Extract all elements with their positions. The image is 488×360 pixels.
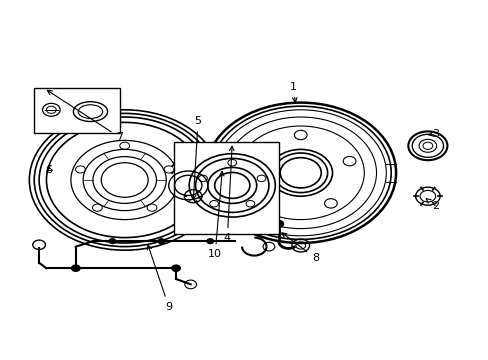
- Bar: [173, 142, 278, 234]
- Text: 10: 10: [208, 171, 224, 260]
- Circle shape: [158, 239, 164, 244]
- Circle shape: [171, 265, 180, 271]
- Text: 6: 6: [45, 165, 52, 175]
- Ellipse shape: [73, 102, 107, 122]
- Text: 7: 7: [47, 90, 123, 143]
- Text: 3: 3: [428, 129, 438, 139]
- Circle shape: [71, 265, 80, 271]
- Text: 1: 1: [289, 82, 296, 102]
- Bar: [34, 88, 120, 133]
- Text: 4: 4: [224, 146, 234, 243]
- Text: 9: 9: [147, 245, 172, 312]
- Text: 8: 8: [282, 233, 318, 263]
- Text: 2: 2: [425, 199, 438, 211]
- Circle shape: [273, 220, 283, 228]
- Circle shape: [109, 239, 116, 244]
- Text: 5: 5: [191, 116, 201, 199]
- Circle shape: [206, 239, 213, 244]
- Ellipse shape: [78, 105, 102, 118]
